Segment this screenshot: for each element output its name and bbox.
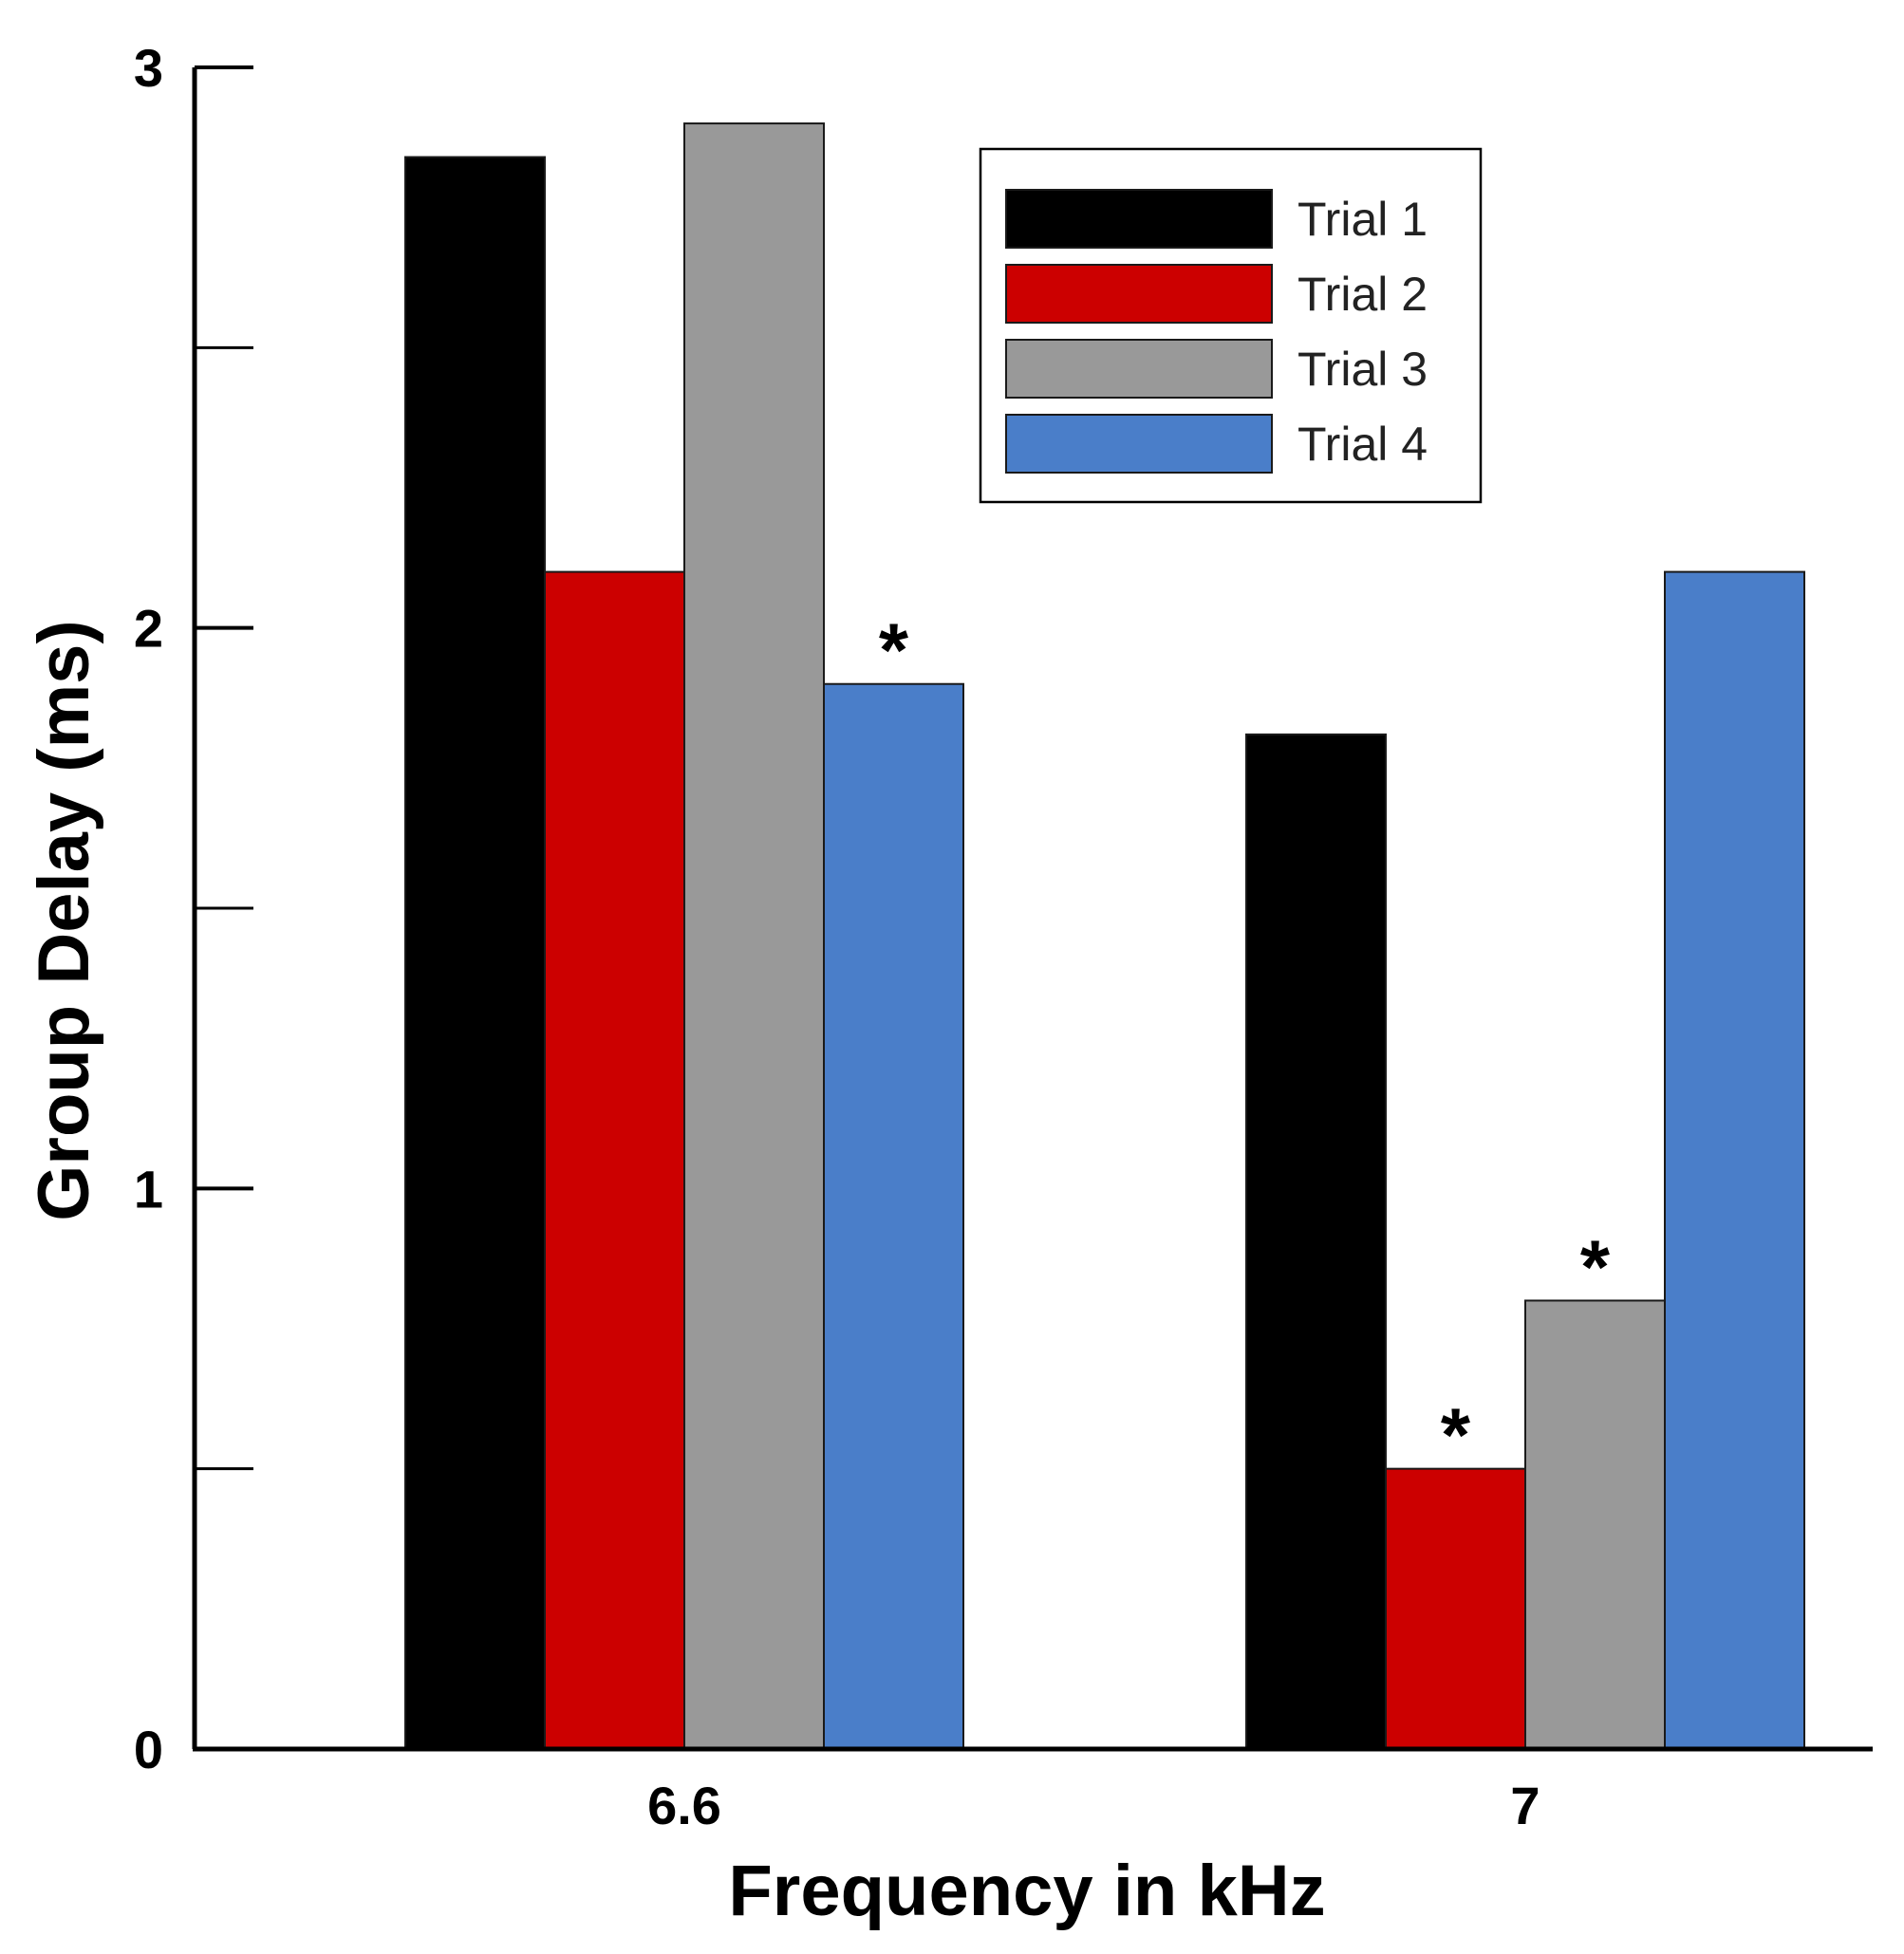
bar-trial-2-6.6	[544, 570, 685, 1750]
bar-trial-1-7	[1245, 733, 1387, 1750]
legend-entry-label: Trial 1	[1297, 193, 1428, 246]
legend: Trial 1 Trial 2 Trial 3 Trial 4	[979, 147, 1483, 504]
legend-entry-label: Trial 4	[1297, 418, 1428, 471]
bar-trial-4-6.6	[823, 682, 964, 1751]
y-tick-label: 2	[134, 599, 163, 659]
axes-layer	[192, 65, 1873, 1752]
significance-marker: *	[879, 608, 909, 693]
legend-swatch	[1005, 264, 1273, 324]
y-tick-label: 0	[134, 1720, 163, 1779]
labels-layer: * * * 0 1 2 3 6.6 7	[134, 38, 1611, 1835]
bars-layer	[404, 122, 1805, 1751]
y-tick-label: 3	[134, 38, 163, 98]
legend-swatch	[1005, 339, 1273, 399]
significance-marker: *	[1441, 1393, 1471, 1478]
significance-marker: *	[1580, 1224, 1611, 1309]
legend-entry-label: Trial 3	[1297, 343, 1428, 396]
legend-entry-label: Trial 2	[1297, 268, 1428, 321]
y-tick-label: 1	[134, 1159, 163, 1219]
x-tick-label: 7	[1510, 1776, 1540, 1835]
legend-swatch	[1005, 414, 1273, 474]
bar-trial-3-6.6	[683, 122, 825, 1751]
bar-trial-1-6.6	[404, 156, 546, 1750]
bar-trial-4-7	[1664, 570, 1805, 1750]
x-axis-title: Frequency in kHz	[728, 1851, 1325, 1931]
x-tick-label: 6.6	[647, 1776, 721, 1835]
y-axis-title: Group Delay (ms)	[24, 620, 104, 1220]
bar-trial-2-7	[1385, 1467, 1526, 1750]
bar-trial-3-7	[1524, 1299, 1666, 1750]
legend-swatch	[1005, 189, 1273, 249]
